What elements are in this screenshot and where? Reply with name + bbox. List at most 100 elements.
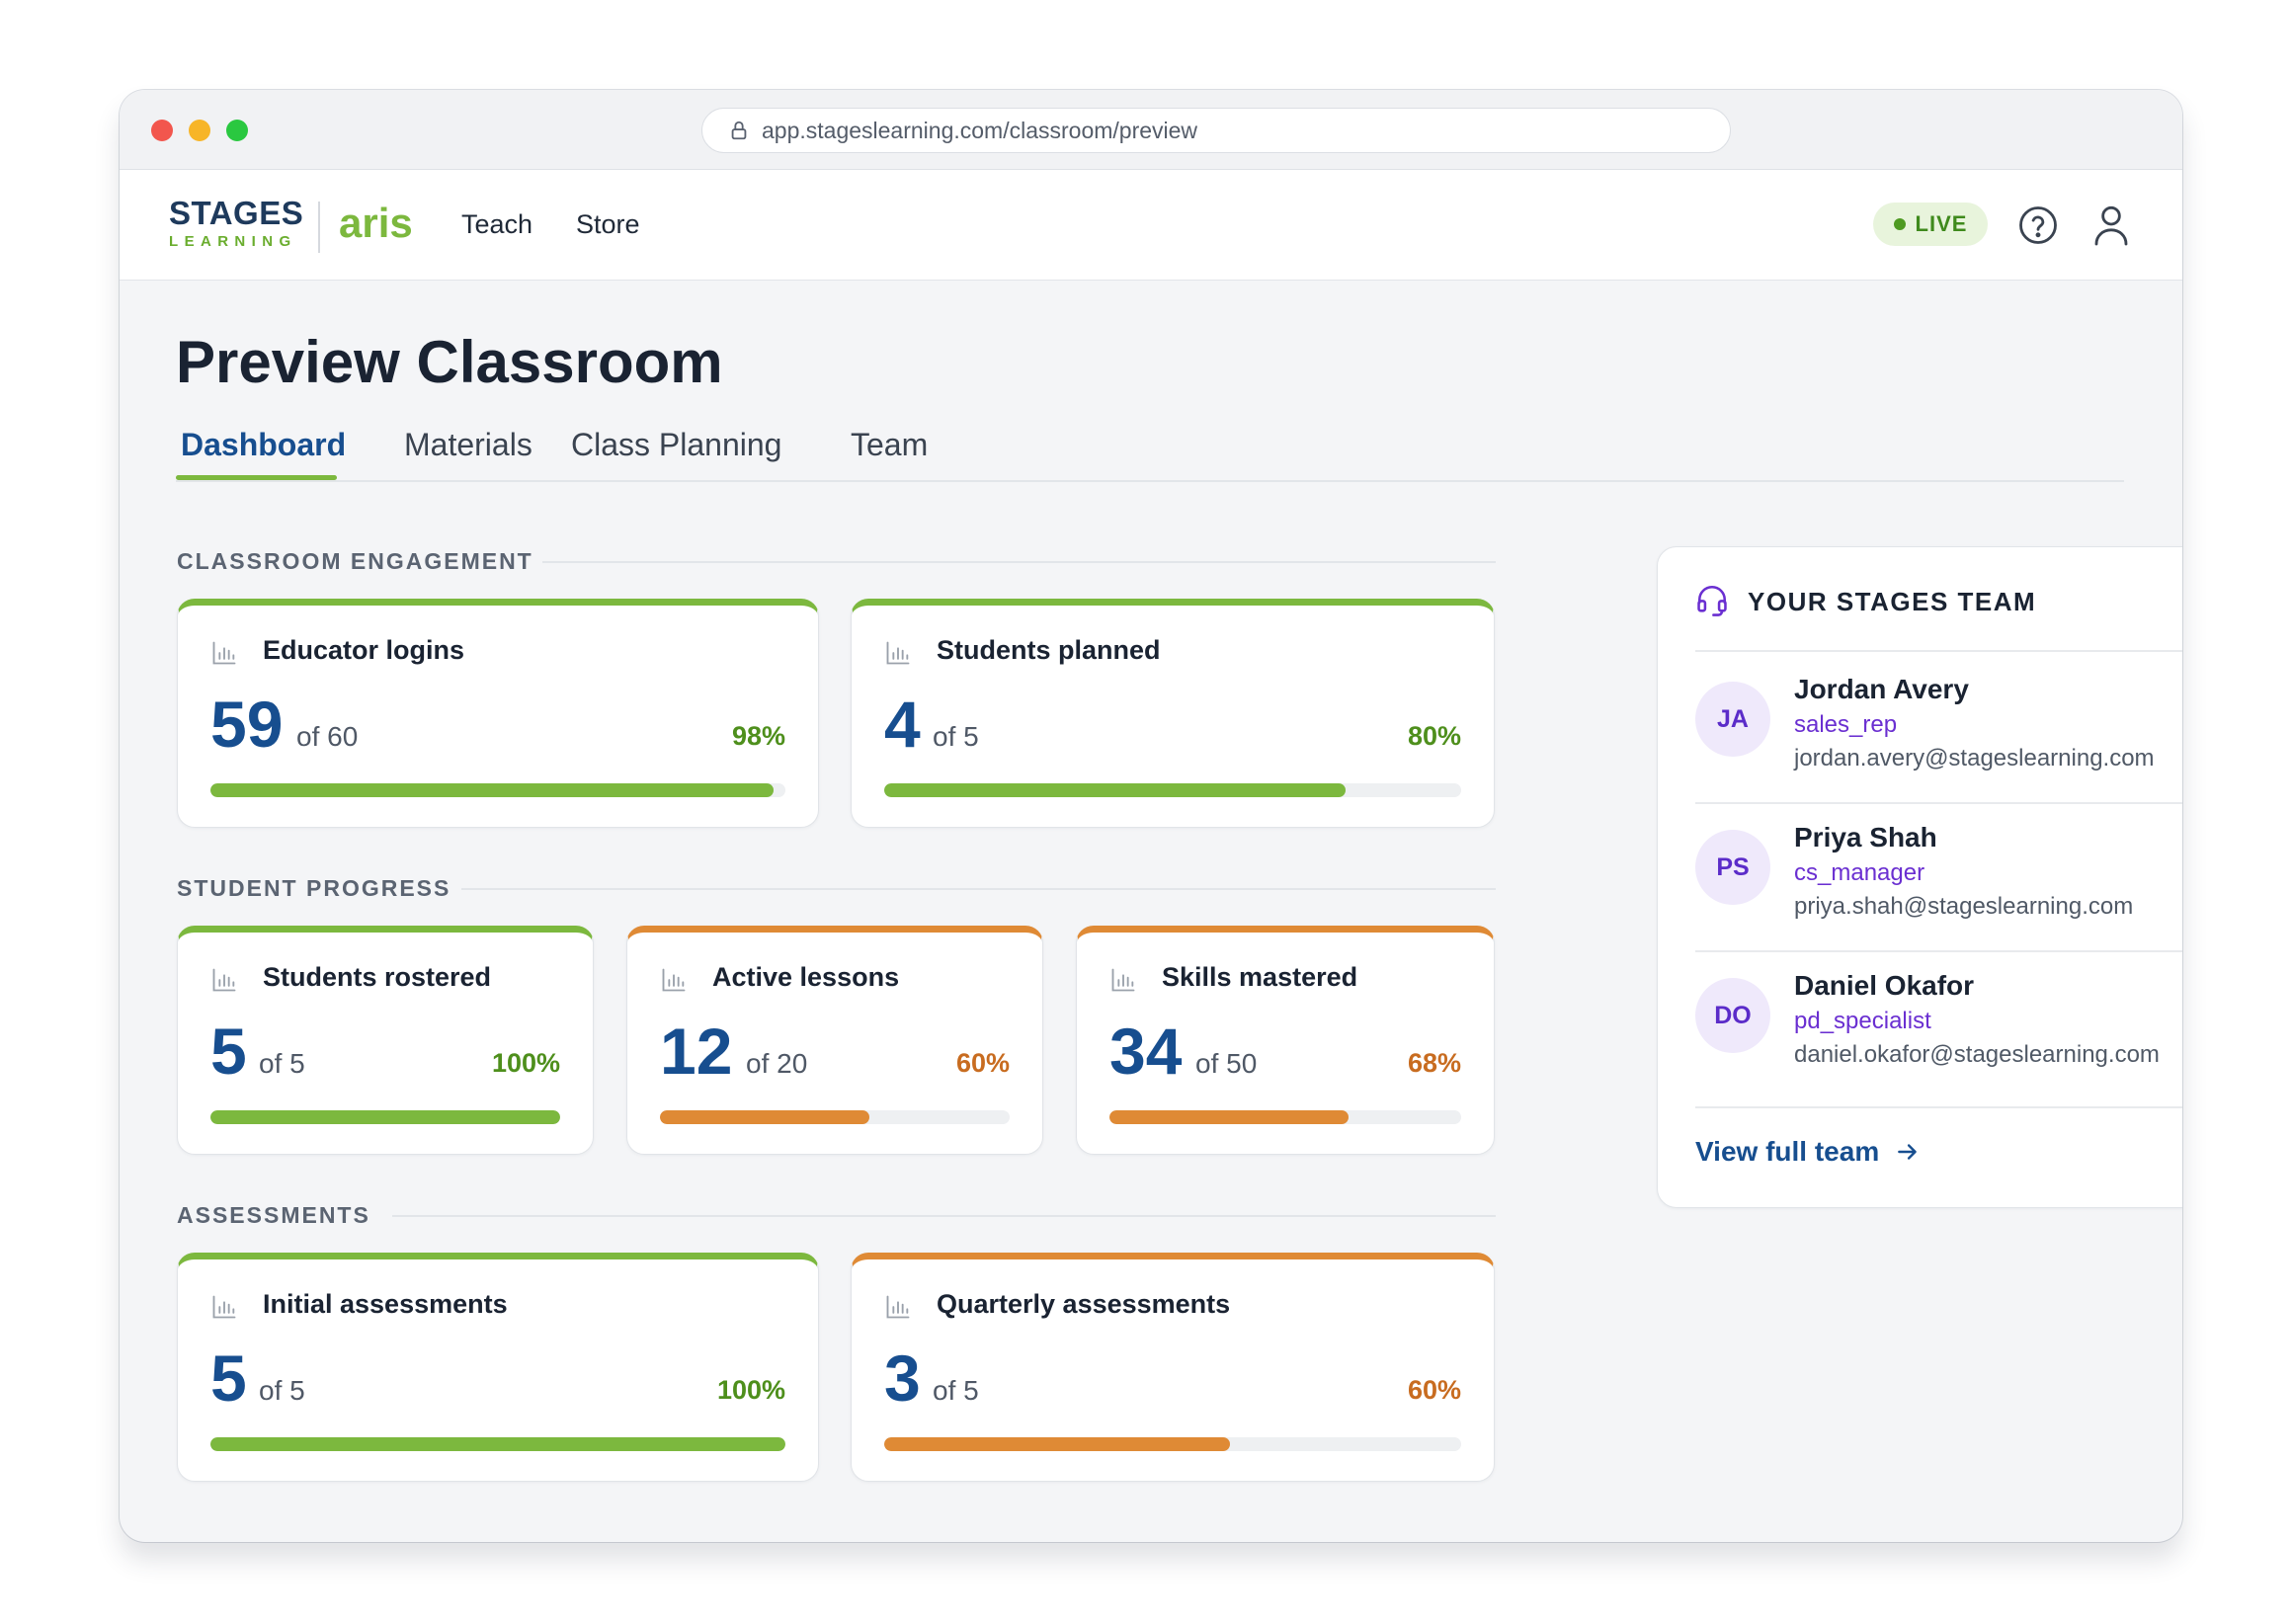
card-percent: 60% bbox=[955, 1048, 1010, 1078]
logo-learning-text: LEARNING bbox=[169, 233, 297, 250]
avatar: PS bbox=[1695, 830, 1770, 905]
card-percent: 100% bbox=[491, 1048, 560, 1078]
progress-fill bbox=[210, 1110, 560, 1124]
live-dot-icon bbox=[1893, 218, 1906, 230]
card-total: of 20 bbox=[746, 1048, 808, 1079]
card-value: 5 bbox=[210, 1341, 247, 1415]
progress-fill bbox=[210, 783, 775, 797]
maximize-window-button[interactable] bbox=[226, 120, 248, 141]
member-role: pd_specialist bbox=[1794, 1008, 1931, 1034]
browser-chrome: app.stageslearning.com/classroom/preview bbox=[120, 90, 2182, 170]
arrow-right-icon bbox=[1898, 1144, 1917, 1160]
logo-stages-text: STAGES bbox=[169, 195, 304, 231]
team-member: PS Priya Shah cs_manager priya.shah@stag… bbox=[1695, 802, 2182, 950]
metric-card-educator-logins[interactable]: Educator logins 59 of 60 98% bbox=[177, 599, 819, 828]
card-total: of 60 bbox=[296, 721, 359, 752]
section-label-engagement: CLASSROOM ENGAGEMENT bbox=[177, 548, 533, 574]
bar-chart-icon bbox=[212, 1295, 236, 1319]
browser-window: app.stageslearning.com/classroom/preview… bbox=[120, 90, 2182, 1542]
top-navigation: STAGES LEARNING aris Teach Store LIVE bbox=[120, 170, 2182, 281]
view-full-team-link[interactable]: View full team bbox=[1695, 1136, 1921, 1168]
card-percent: 68% bbox=[1407, 1048, 1461, 1078]
help-circle-icon[interactable] bbox=[2017, 204, 2059, 246]
close-window-button[interactable] bbox=[151, 120, 173, 141]
stages-logo[interactable]: STAGES LEARNING bbox=[169, 195, 304, 251]
card-total: of 5 bbox=[259, 1375, 305, 1406]
card-total: of 5 bbox=[933, 721, 979, 752]
progress-track bbox=[660, 1110, 1010, 1124]
stages-team-panel: YOUR STAGES TEAM JA Jordan Avery sales_r… bbox=[1657, 546, 2182, 1208]
progress-track bbox=[884, 783, 1461, 797]
minimize-window-button[interactable] bbox=[189, 120, 210, 141]
active-tab-indicator bbox=[176, 475, 337, 480]
nav-link-store[interactable]: Store bbox=[576, 209, 640, 239]
team-divider bbox=[1695, 950, 2182, 952]
member-role: sales_rep bbox=[1794, 711, 1898, 738]
card-title: Students rostered bbox=[263, 962, 492, 992]
card-total: of 5 bbox=[259, 1048, 305, 1079]
bar-chart-icon bbox=[886, 641, 910, 665]
card-value: 3 bbox=[884, 1341, 921, 1415]
tab-materials[interactable]: Materials bbox=[404, 427, 532, 462]
progress-fill bbox=[884, 1437, 1231, 1451]
metric-card-students-rostered[interactable]: Students rostered 5 of 5 100% bbox=[177, 926, 594, 1155]
avatar: JA bbox=[1695, 682, 1770, 757]
user-icon[interactable] bbox=[2091, 203, 2131, 246]
metric-card-initial-assessments[interactable]: Initial assessments 5 of 5 100% bbox=[177, 1253, 819, 1482]
metric-card-students-planned[interactable]: Students planned 4 of 5 80% bbox=[851, 599, 1495, 828]
card-percent: 80% bbox=[1407, 721, 1461, 751]
metric-card-skills-mastered[interactable]: Skills mastered 34 of 50 68% bbox=[1076, 926, 1495, 1155]
progress-fill bbox=[1109, 1110, 1350, 1124]
member-name: Daniel Okafor bbox=[1794, 970, 1975, 1001]
member-email-link[interactable]: jordan.avery@stageslearning.com bbox=[1794, 745, 2155, 771]
tab-dashboard[interactable]: Dashboard bbox=[181, 427, 347, 462]
view-full-team-label: View full team bbox=[1695, 1136, 1880, 1167]
card-title: Initial assessments bbox=[263, 1289, 508, 1319]
progress-track bbox=[884, 1437, 1461, 1451]
card-title: Skills mastered bbox=[1162, 962, 1358, 992]
avatar: DO bbox=[1695, 978, 1770, 1053]
progress-fill bbox=[884, 783, 1347, 797]
metric-card-active-lessons[interactable]: Active lessons 12 of 20 60% bbox=[626, 926, 1043, 1155]
section-label-assessments: ASSESSMENTS bbox=[177, 1202, 370, 1228]
team-member: DO Daniel Okafor pd_specialist daniel.ok… bbox=[1695, 950, 2182, 1098]
tab-bar: Dashboard Materials Class Planning Team bbox=[176, 421, 2124, 482]
headset-icon bbox=[1697, 585, 1727, 616]
progress-fill bbox=[210, 1437, 785, 1451]
card-percent: 100% bbox=[716, 1375, 785, 1405]
card-value: 59 bbox=[210, 688, 284, 761]
progress-fill bbox=[660, 1110, 870, 1124]
tab-team[interactable]: Team bbox=[851, 427, 929, 462]
live-status-badge: LIVE bbox=[1873, 203, 1988, 246]
address-url: app.stageslearning.com/classroom/preview bbox=[762, 117, 1198, 143]
metric-card-quarterly-assessments[interactable]: Quarterly assessments 3 of 5 60% bbox=[851, 1253, 1495, 1482]
section-rule bbox=[542, 561, 1496, 563]
section-label-progress: STUDENT PROGRESS bbox=[177, 875, 451, 901]
bar-chart-icon bbox=[1111, 968, 1135, 992]
card-title: Active lessons bbox=[712, 962, 900, 992]
progress-track bbox=[210, 783, 785, 797]
member-email-link[interactable]: priya.shah@stageslearning.com bbox=[1794, 893, 2134, 920]
card-title: Educator logins bbox=[263, 635, 465, 665]
card-total: of 5 bbox=[933, 1375, 979, 1406]
product-name[interactable]: aris bbox=[339, 200, 413, 246]
card-title: Quarterly assessments bbox=[937, 1289, 1231, 1319]
team-panel-title: YOUR STAGES TEAM bbox=[1748, 587, 2037, 616]
team-divider bbox=[1695, 802, 2182, 804]
address-bar[interactable]: app.stageslearning.com/classroom/preview bbox=[701, 108, 1731, 153]
section-rule bbox=[392, 1215, 1496, 1217]
card-title: Students planned bbox=[937, 635, 1161, 665]
page-title: Preview Classroom bbox=[176, 329, 723, 395]
member-name: Priya Shah bbox=[1794, 822, 1937, 853]
lock-icon bbox=[731, 121, 747, 140]
card-percent: 60% bbox=[1407, 1375, 1461, 1405]
bar-chart-icon bbox=[886, 1295, 910, 1319]
section-rule bbox=[461, 888, 1496, 890]
member-email-link[interactable]: daniel.okafor@stageslearning.com bbox=[1794, 1041, 2160, 1068]
team-member: JA Jordan Avery sales_rep jordan.avery@s… bbox=[1695, 654, 2182, 802]
nav-link-teach[interactable]: Teach bbox=[461, 209, 533, 239]
logo-divider bbox=[318, 202, 320, 253]
progress-track bbox=[210, 1110, 560, 1124]
team-divider bbox=[1695, 1106, 2182, 1108]
tab-class-planning[interactable]: Class Planning bbox=[571, 427, 782, 462]
